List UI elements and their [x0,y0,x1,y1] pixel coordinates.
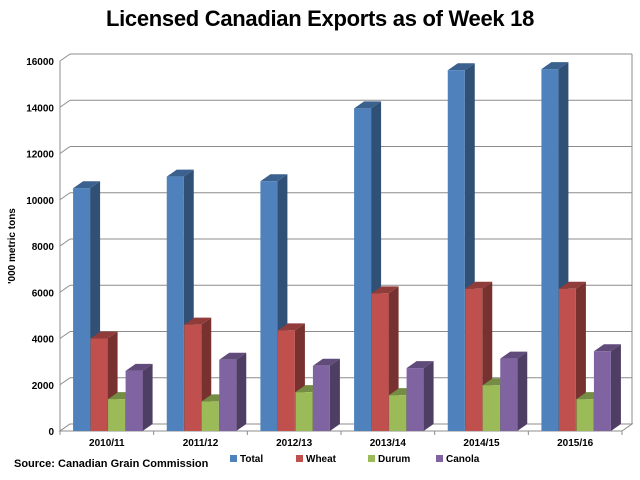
y-tick-label: 10000 [26,196,54,207]
bar-total [354,108,372,431]
bar-wheat [277,330,295,431]
x-tick-label: 2010/11 [89,438,125,449]
legend-label-total: Total [240,454,263,465]
y-tick-label: 2000 [32,381,55,392]
bar-durum [201,401,219,431]
x-tick-label: 2012/13 [276,438,313,449]
bar-durum [389,395,407,431]
bar-side-wheat [575,281,586,431]
bar-top-wheat [90,331,118,339]
legend-swatch-durum [368,455,375,462]
bar-top-total [73,181,101,189]
bar-top-canola [593,344,621,352]
bar-top-total [447,63,475,71]
bar-canola [500,358,518,431]
legend-swatch-wheat [296,455,303,462]
gridline-side [59,331,71,339]
bar-durum [295,392,313,431]
bar-top-canola [125,363,153,371]
legend-label-canola: Canola [446,454,480,465]
bar-top-wheat [465,281,493,289]
x-tick-label: 2013/14 [370,438,407,449]
bar-top-total [260,174,288,182]
gridline-side [59,238,71,247]
bar-top-canola [500,351,528,359]
bar-total [260,181,278,431]
bar-top-canola [312,358,340,366]
bar-wheat [371,293,389,431]
bar-durum [482,385,500,431]
bar-top-total [541,62,569,70]
bar-durum [108,399,126,431]
gridline-side [59,99,71,108]
x-tick-label: 2015/16 [557,438,594,449]
bar-top-total [354,101,382,109]
bar-canola [125,370,143,431]
bar-total [447,70,465,431]
bar-side-canola [610,344,621,431]
bar-side-canola [517,351,528,431]
bar-top-wheat [277,323,305,331]
gridline-side [59,146,71,154]
bar-canola [312,365,330,431]
bar-total [166,176,184,431]
bar-side-canola [142,363,153,431]
chart-title: Licensed Canadian Exports as of Week 18 [105,6,535,31]
y-tick-label: 6000 [32,288,55,299]
bar-wheat [465,288,483,431]
bar-top-wheat [184,317,212,325]
bar-top-total [166,169,194,177]
legend-swatch-canola [436,455,443,462]
bar-side-canola [329,358,340,431]
y-tick-label: 8000 [32,242,55,253]
source-note: Source: Canadian Grain Commission [14,458,209,470]
y-tick-label: 16000 [26,57,54,68]
bar-durum [576,399,594,431]
bar-top-canola [219,352,247,360]
bar-side-canola [423,361,434,431]
bar-wheat [558,288,576,431]
gridline-side [59,377,71,386]
bar-canola [406,368,424,431]
y-tick-label: 14000 [26,103,54,114]
bar-top-canola [406,361,434,369]
bar-canola [593,351,611,431]
x-tick-label: 2011/12 [183,438,219,449]
gridline-side [59,192,71,201]
gridline-side [59,284,71,293]
legend-label-wheat: Wheat [306,454,337,465]
bar-total [541,69,559,431]
bar-top-wheat [558,281,586,289]
bar-wheat [90,338,108,431]
y-tick-label: 12000 [26,150,54,161]
y-axis-label: '000 metric tons [7,208,18,284]
y-tick-label: 0 [48,427,54,438]
legend-label-durum: Durum [378,454,410,465]
bar-side-canola [236,352,247,431]
gridline-side [59,53,71,62]
bar-total [73,188,91,431]
bar-wheat [184,324,202,431]
bar-top-wheat [371,286,399,294]
bar-canola [219,359,237,431]
legend-swatch-total [230,455,237,462]
x-tick-label: 2014/15 [463,438,500,449]
y-tick-label: 4000 [32,335,55,346]
